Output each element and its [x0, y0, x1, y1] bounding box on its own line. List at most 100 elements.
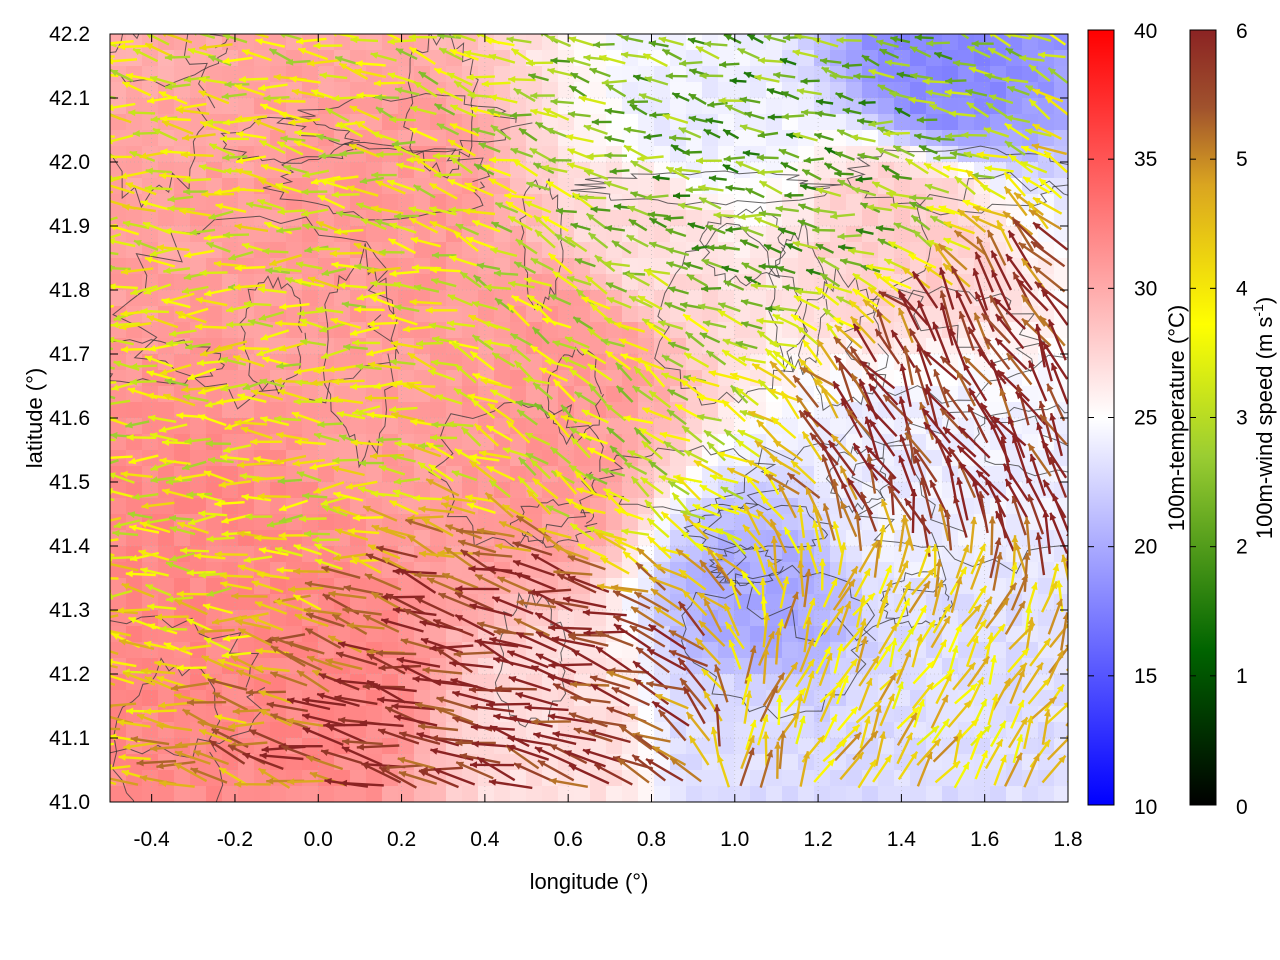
- heatmap-cell: [670, 322, 687, 339]
- heatmap-cell: [750, 82, 767, 99]
- heatmap-cell: [734, 242, 751, 259]
- heatmap-cell: [766, 322, 783, 339]
- heatmap-cell: [846, 34, 863, 51]
- heatmap-cell: [1022, 338, 1039, 355]
- heatmap-cell: [990, 578, 1007, 595]
- heatmap-cell: [782, 178, 799, 195]
- heatmap-cell: [110, 482, 127, 499]
- heatmap-cell: [974, 514, 991, 531]
- heatmap-cell: [1006, 66, 1023, 83]
- heatmap-cell: [862, 210, 879, 227]
- heatmap-cell: [958, 786, 975, 802]
- heatmap-cell: [830, 34, 847, 51]
- heatmap-cell: [190, 658, 207, 675]
- heatmap-cell: [318, 114, 335, 131]
- heatmap-cell: [126, 226, 143, 243]
- heatmap-cell: [334, 786, 351, 802]
- heatmap-cell: [574, 82, 591, 99]
- heatmap-cell: [334, 194, 351, 211]
- heatmap-cell: [1022, 482, 1039, 499]
- heatmap-cell: [222, 434, 239, 451]
- heatmap-cell: [926, 114, 943, 131]
- heatmap-cell: [702, 82, 719, 99]
- heatmap-cell: [846, 82, 863, 99]
- heatmap-cell: [190, 786, 207, 802]
- heatmap-cell: [462, 482, 479, 499]
- heatmap-cell: [926, 290, 943, 307]
- heatmap-cell: [478, 306, 495, 323]
- heatmap-cell: [526, 98, 543, 115]
- heatmap-cell: [990, 786, 1007, 802]
- heatmap-cell: [1006, 162, 1023, 179]
- heatmap-cell: [558, 450, 575, 467]
- heatmap-cell: [110, 514, 127, 531]
- heatmap-cell: [142, 690, 159, 707]
- heatmap-cell: [846, 210, 863, 227]
- heatmap-cell: [622, 482, 639, 499]
- heatmap-cell: [1054, 162, 1068, 179]
- heatmap-cell: [990, 194, 1007, 211]
- heatmap-cell: [526, 82, 543, 99]
- heatmap-cell: [974, 786, 991, 802]
- heatmap-cell: [350, 194, 367, 211]
- heatmap-cell: [142, 786, 159, 802]
- heatmap-cell: [622, 402, 639, 419]
- heatmap-cell: [174, 66, 191, 83]
- wind-arrow-shaft: [110, 347, 114, 351]
- heatmap-cell: [366, 466, 383, 483]
- heatmap-cell: [958, 66, 975, 83]
- heatmap-cell: [894, 178, 911, 195]
- heatmap-cell: [270, 146, 287, 163]
- heatmap-cell: [926, 226, 943, 243]
- heatmap-cell: [654, 130, 671, 147]
- heatmap-cell: [910, 50, 927, 67]
- heatmap-cell: [718, 194, 735, 211]
- heatmap-cell: [462, 402, 479, 419]
- wind-arrow-head: [85, 131, 92, 138]
- heatmap-cell: [510, 434, 527, 451]
- heatmap-cell: [430, 402, 447, 419]
- wind-arrow-head: [91, 91, 99, 98]
- heatmap-cell: [590, 146, 607, 163]
- heatmap-cell: [654, 98, 671, 115]
- heatmap-cell: [302, 146, 319, 163]
- heatmap-cell: [942, 178, 959, 195]
- heatmap-cell: [798, 114, 815, 131]
- heatmap-cell: [654, 194, 671, 211]
- heatmap-cell: [318, 242, 335, 259]
- heatmap-cell: [414, 530, 431, 547]
- wind-arrow-head: [89, 411, 97, 418]
- heatmap-cell: [638, 242, 655, 259]
- plot-area: [85, 28, 1068, 802]
- heatmap-cell: [382, 210, 399, 227]
- heatmap-cell: [206, 786, 223, 802]
- heatmap-cell: [798, 706, 815, 723]
- heatmap-cell: [718, 514, 735, 531]
- heatmap-cell: [702, 642, 719, 659]
- heatmap-cell: [270, 578, 287, 595]
- heatmap-cell: [270, 386, 287, 403]
- heatmap-cell: [382, 786, 399, 802]
- heatmap-cell: [622, 66, 639, 83]
- heatmap-cell: [894, 402, 911, 419]
- heatmap-cell: [734, 178, 751, 195]
- heatmap-cell: [142, 98, 159, 115]
- heatmap-cell: [798, 226, 815, 243]
- heatmap-cell: [766, 82, 783, 99]
- heatmap-cell: [270, 786, 287, 802]
- heatmap-cell: [158, 498, 175, 515]
- heatmap-cell: [1054, 322, 1068, 339]
- heatmap-cell: [590, 786, 607, 802]
- heatmap-cell: [206, 610, 223, 627]
- heatmap-cell: [158, 402, 175, 419]
- wind-arrow-head: [855, 28, 863, 34]
- heatmap-cell: [398, 258, 415, 275]
- heatmap-cell: [190, 242, 207, 259]
- heatmap-cell: [222, 370, 239, 387]
- heatmap-cell: [654, 82, 671, 99]
- heatmap-cell: [446, 786, 463, 802]
- heatmap-cell: [142, 322, 159, 339]
- heatmap-cell: [782, 770, 799, 787]
- heatmap-cell: [574, 450, 591, 467]
- heatmap-cell: [798, 418, 815, 435]
